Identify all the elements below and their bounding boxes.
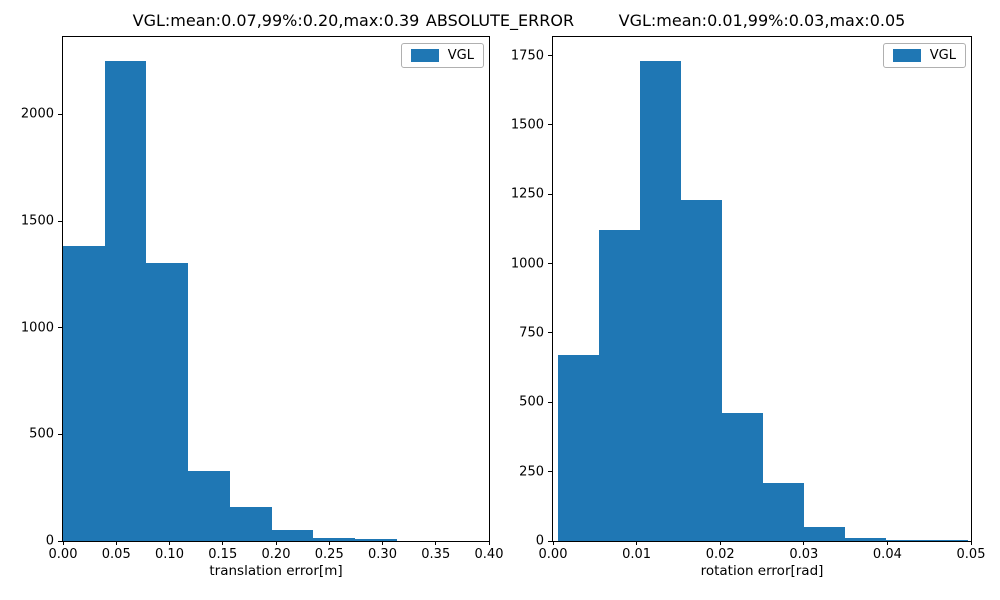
histogram-bar xyxy=(271,530,314,541)
x-axis-label-rotation: rotation error[rad] xyxy=(700,563,824,579)
x-tick-label: 0.40 xyxy=(474,547,504,562)
histogram-bar xyxy=(599,230,641,541)
chart-title-translation: VGL:mean:0.07,99%:0.20,max:0.39 xyxy=(132,11,420,30)
x-tick-mark xyxy=(886,541,888,545)
histogram-bar xyxy=(63,245,105,541)
histogram-bar xyxy=(146,262,189,541)
y-tick-label: 500 xyxy=(29,426,54,442)
x-tick-mark xyxy=(552,541,554,545)
legend-swatch-icon xyxy=(410,49,439,62)
y-tick-mark xyxy=(548,124,552,126)
y-tick-label: 1500 xyxy=(510,117,544,133)
x-tick-mark xyxy=(719,541,721,545)
histogram-bar xyxy=(886,539,928,541)
x-tick-label: 0.00 xyxy=(538,547,568,562)
x-tick-mark xyxy=(169,541,170,545)
x-tick-label: 0.05 xyxy=(956,547,986,562)
histogram-bar xyxy=(104,61,147,541)
y-tick-label: 1250 xyxy=(510,186,544,202)
histogram-bar xyxy=(313,538,356,541)
histogram-bar xyxy=(558,355,600,541)
y-tick-mark xyxy=(548,401,552,403)
histogram-bar xyxy=(763,482,805,541)
y-tick-mark xyxy=(58,540,62,542)
histogram-bar xyxy=(188,470,230,541)
x-tick-mark xyxy=(275,541,277,545)
histogram-bar xyxy=(681,199,723,541)
histogram-bar xyxy=(229,506,272,541)
x-tick-mark xyxy=(636,541,638,545)
y-tick-label: 1500 xyxy=(20,213,54,229)
y-tick-mark xyxy=(548,263,552,265)
y-tick-label: 2000 xyxy=(20,106,54,122)
y-tick-label: 1750 xyxy=(510,48,544,64)
legend-label: VGL xyxy=(447,48,474,63)
x-tick-label: 0.35 xyxy=(421,547,451,562)
x-tick-mark xyxy=(488,541,490,545)
x-tick-mark xyxy=(115,541,117,545)
x-tick-label: 0.05 xyxy=(101,547,131,562)
legend: VGL xyxy=(400,43,484,68)
y-tick-label: 0 xyxy=(45,533,54,549)
x-tick-label: 0.00 xyxy=(48,547,78,562)
x-tick-label: 0.03 xyxy=(789,547,819,562)
legend-swatch-icon xyxy=(892,49,921,62)
histogram-bar xyxy=(640,61,682,541)
y-tick-label: 1000 xyxy=(20,320,54,336)
x-tick-label: 0.30 xyxy=(368,547,397,562)
histogram-bar xyxy=(722,413,764,541)
histogram-bar xyxy=(845,537,887,541)
x-tick-label: 0.20 xyxy=(261,547,291,562)
x-tick-label: 0.25 xyxy=(314,547,344,562)
x-tick-mark xyxy=(328,541,330,545)
x-axis-label-translation: translation error[m] xyxy=(209,563,343,579)
y-tick-mark xyxy=(548,55,552,57)
legend: VGL xyxy=(882,43,966,68)
y-tick-label: 0 xyxy=(535,533,544,549)
x-tick-label: 0.10 xyxy=(155,547,184,562)
y-tick-mark xyxy=(58,220,62,222)
histogram-bar xyxy=(927,540,969,541)
y-tick-mark xyxy=(548,332,552,334)
x-tick-mark xyxy=(382,541,383,545)
y-tick-mark xyxy=(548,540,552,542)
y-tick-label: 750 xyxy=(519,325,544,341)
y-tick-label: 1000 xyxy=(510,256,544,272)
histogram-bar xyxy=(355,538,397,541)
y-tick-mark xyxy=(548,193,552,195)
x-tick-mark xyxy=(970,541,972,545)
y-tick-mark xyxy=(58,113,62,115)
plot-area-translation: VGL xyxy=(62,36,490,542)
x-tick-label: 0.15 xyxy=(208,547,238,562)
bars-layer xyxy=(63,37,489,541)
plot-area-rotation: VGL xyxy=(552,36,972,542)
histogram-bar xyxy=(804,527,846,541)
x-tick-label: 0.01 xyxy=(622,547,652,562)
y-tick-mark xyxy=(58,433,62,435)
x-tick-label: 0.02 xyxy=(705,547,735,562)
x-tick-mark xyxy=(62,541,64,545)
y-tick-label: 250 xyxy=(519,464,544,480)
y-tick-mark xyxy=(548,471,552,473)
x-tick-mark xyxy=(222,541,224,545)
chart-title-rotation: VGL:mean:0.01,99%:0.03,max:0.05 xyxy=(618,11,906,30)
y-tick-mark xyxy=(58,327,62,329)
bars-layer xyxy=(553,37,971,541)
legend-label: VGL xyxy=(929,48,956,63)
x-tick-label: 0.04 xyxy=(872,547,902,562)
x-tick-mark xyxy=(803,541,805,545)
y-tick-label: 500 xyxy=(519,394,544,410)
figure-suptitle: ABSOLUTE_ERROR xyxy=(425,11,575,30)
x-tick-mark xyxy=(435,541,437,545)
